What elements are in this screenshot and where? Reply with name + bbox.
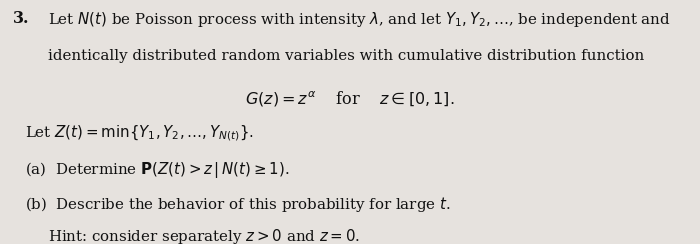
Text: identically distributed random variables with cumulative distribution function: identically distributed random variables… (48, 49, 644, 63)
Text: $G(z) = z^{\alpha}\quad$ for $\quad z \in [0, 1].$: $G(z) = z^{\alpha}\quad$ for $\quad z \i… (245, 89, 455, 108)
Text: Hint: consider separately $z > 0$ and $z = 0$.: Hint: consider separately $z > 0$ and $z… (48, 227, 360, 244)
Text: Let $N(t)$ be Poisson process with intensity $\lambda$, and let $Y_1, Y_2,\ldots: Let $N(t)$ be Poisson process with inten… (48, 10, 671, 29)
Text: Let $Z(t) = \min\{Y_1, Y_2, \ldots, Y_{N(t)}\}.$: Let $Z(t) = \min\{Y_1, Y_2, \ldots, Y_{N… (25, 123, 253, 143)
Text: 3.: 3. (13, 10, 29, 27)
Text: (b)  Describe the behavior of this probability for large $t$.: (b) Describe the behavior of this probab… (25, 195, 450, 214)
Text: (a)  Determine $\mathbf{P}(Z(t) > z\,|\,N(t) \geq 1)$.: (a) Determine $\mathbf{P}(Z(t) > z\,|\,N… (25, 160, 289, 180)
